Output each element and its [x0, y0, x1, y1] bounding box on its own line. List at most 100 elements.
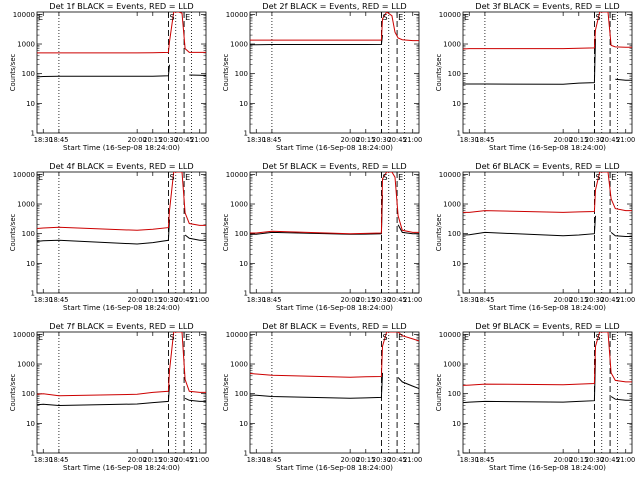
- y-tick-label: 10000: [13, 331, 35, 339]
- x-tick-label: 18:45: [475, 296, 494, 304]
- y-tick-label: 10000: [439, 11, 461, 19]
- chart-panel: Det 5f BLACK = Events, RED = LLD 1 10 100 10…: [222, 161, 422, 312]
- x-tick-label: 18:45: [49, 136, 68, 144]
- interval-marker-label: E: [464, 333, 469, 342]
- x-tick-label: 20:00: [128, 296, 147, 304]
- x-tick-label: 21:00: [403, 136, 422, 144]
- interval-marker-label: S: [382, 13, 387, 22]
- x-tick-label: 20:30: [372, 296, 391, 304]
- y-axis-label: Counts/sec: [222, 374, 230, 412]
- x-tick-label: 20:15: [569, 136, 588, 144]
- x-tick-label: 18:30: [247, 456, 266, 464]
- interval-marker-label: E: [185, 13, 190, 22]
- chart-panel: Det 2f BLACK = Events, RED = LLD 1 10 100 10…: [222, 1, 422, 152]
- y-tick-label: 100: [235, 70, 248, 78]
- y-tick-label: 1: [31, 290, 35, 298]
- x-tick-label: 18:30: [247, 296, 266, 304]
- plot-frame: [36, 331, 207, 454]
- interval-marker-label: E: [398, 333, 403, 342]
- events-series-line: [463, 215, 632, 237]
- y-tick-label: 10000: [226, 11, 248, 19]
- x-tick-label: 20:15: [356, 296, 375, 304]
- x-axis-label: Start Time (16-Sep-08 18:24:00): [489, 143, 606, 152]
- x-tick-label: 18:45: [49, 296, 68, 304]
- chart-title: Det 2f BLACK = Events, RED = LLD: [262, 1, 406, 11]
- y-tick-label: 1000: [230, 41, 248, 49]
- chart-panel: Det 3f BLACK = Events, RED = LLD 1 10 100 10…: [435, 1, 635, 152]
- plot-frame: [462, 11, 633, 134]
- interval-marker-label: S: [595, 13, 600, 22]
- series-group: [37, 12, 206, 78]
- plot-frame: [36, 171, 207, 294]
- interval-marker-label: E: [398, 13, 403, 22]
- x-tick-label: 18:45: [49, 456, 68, 464]
- x-tick-label: 20:30: [159, 136, 178, 144]
- y-tick-label: 100: [448, 70, 461, 78]
- x-tick-label: 20:45: [388, 296, 407, 304]
- x-tick-label: 20:45: [175, 456, 194, 464]
- series-group: [250, 12, 419, 46]
- chart-panel: Det 1f BLACK = Events, RED = LLD 1 10 100 10…: [9, 1, 209, 152]
- y-tick-label: 100: [448, 390, 461, 398]
- x-tick-label: 20:15: [356, 136, 375, 144]
- y-tick-label: 10: [26, 260, 35, 268]
- y-tick-label: 1: [31, 450, 35, 458]
- x-tick-label: 20:30: [585, 296, 604, 304]
- x-axis-label: Start Time (16-Sep-08 18:24:00): [489, 303, 606, 312]
- y-tick-label: 10000: [226, 171, 248, 179]
- chart-panel: Det 8f BLACK = Events, RED = LLD 1 10 100 10…: [222, 321, 422, 472]
- lld-series-line: [463, 172, 632, 213]
- x-tick-label: 20:00: [554, 136, 573, 144]
- interval-marker-label: S: [382, 333, 387, 342]
- y-tick-label: 1000: [443, 361, 461, 369]
- interval-marker-label: E: [38, 13, 43, 22]
- x-tick-label: 21:00: [403, 296, 422, 304]
- x-axis-label: Start Time (16-Sep-08 18:24:00): [276, 143, 393, 152]
- x-tick-label: 20:30: [372, 136, 391, 144]
- lld-series-line: [250, 172, 419, 235]
- x-tick-label: 20:15: [569, 456, 588, 464]
- x-tick-label: 20:15: [143, 456, 162, 464]
- y-tick-label: 10000: [226, 331, 248, 339]
- x-tick-label: 18:45: [475, 136, 494, 144]
- y-tick-label: 10: [452, 420, 461, 428]
- x-tick-label: 21:00: [190, 136, 209, 144]
- x-tick-label: 18:30: [460, 456, 479, 464]
- interval-marker-label: E: [611, 13, 616, 22]
- series-group: [463, 172, 632, 237]
- series-group: [37, 332, 206, 407]
- y-axis-label: Counts/sec: [435, 214, 443, 252]
- x-axis-label: Start Time (16-Sep-08 18:24:00): [276, 463, 393, 472]
- x-tick-label: 20:00: [341, 456, 360, 464]
- chart-title: Det 3f BLACK = Events, RED = LLD: [475, 1, 619, 11]
- y-tick-label: 100: [22, 390, 35, 398]
- x-tick-label: 20:00: [554, 296, 573, 304]
- x-tick-label: 20:00: [341, 136, 360, 144]
- x-tick-label: 18:30: [460, 136, 479, 144]
- x-tick-label: 20:30: [585, 136, 604, 144]
- x-tick-label: 18:45: [475, 456, 494, 464]
- x-tick-label: 20:45: [601, 456, 620, 464]
- y-tick-label: 1000: [17, 361, 35, 369]
- chart-title: Det 5f BLACK = Events, RED = LLD: [262, 161, 406, 171]
- y-tick-label: 10: [26, 420, 35, 428]
- x-tick-label: 21:00: [190, 296, 209, 304]
- x-axis-label: Start Time (16-Sep-08 18:24:00): [276, 303, 393, 312]
- x-tick-label: 20:30: [159, 296, 178, 304]
- lld-series-line: [463, 332, 632, 386]
- y-tick-label: 100: [22, 70, 35, 78]
- chart-title: Det 8f BLACK = Events, RED = LLD: [262, 321, 406, 331]
- x-tick-label: 18:45: [262, 456, 281, 464]
- chart-title: Det 7f BLACK = Events, RED = LLD: [49, 321, 193, 331]
- y-tick-label: 1: [457, 130, 461, 138]
- chart-panel: Det 6f BLACK = Events, RED = LLD 1 10 100 10…: [435, 161, 635, 312]
- x-tick-label: 20:00: [341, 296, 360, 304]
- lld-series-line: [250, 12, 419, 42]
- plot-frame: [249, 11, 420, 134]
- x-tick-label: 20:30: [585, 456, 604, 464]
- y-tick-label: 1: [457, 450, 461, 458]
- x-tick-label: 18:45: [262, 136, 281, 144]
- x-tick-label: 20:15: [143, 136, 162, 144]
- y-tick-label: 1000: [230, 201, 248, 209]
- y-tick-label: 10: [239, 100, 248, 108]
